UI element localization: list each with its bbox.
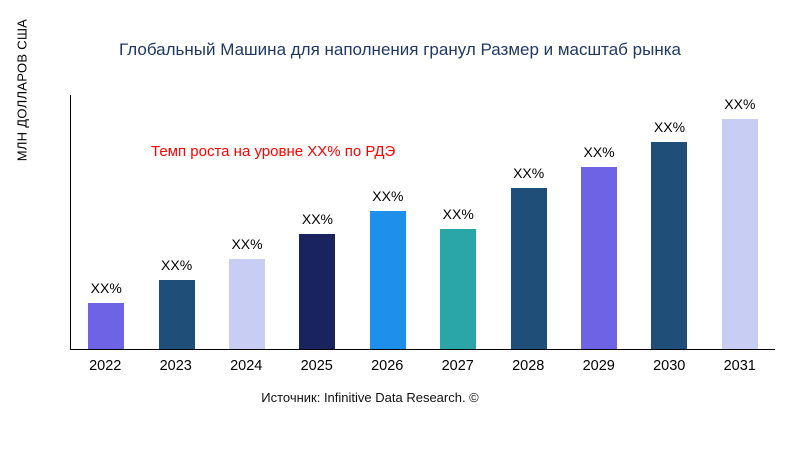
- x-tick-label: 2028: [512, 358, 545, 374]
- bar: [721, 119, 758, 349]
- bar: [581, 167, 618, 349]
- bar-slot-2026: XX%: [353, 188, 423, 349]
- x-tick-label: 2022: [89, 358, 122, 374]
- x-tick-label: 2023: [159, 358, 192, 374]
- bars: XX% XX% XX% XX% XX% XX% XX% XX% XX% XX%: [71, 95, 775, 349]
- bar: [88, 303, 125, 349]
- bar-value-label: XX%: [653, 119, 686, 135]
- bar-slot-2024: XX%: [212, 236, 282, 349]
- bar-value-label: XX%: [583, 144, 615, 161]
- x-axis-tick-labels: 2022 2023 2024 2025 2026 2027 2028 2029 2030 2031: [70, 352, 775, 374]
- plot-area: Темп роста на уровне XX% по РДЭ XX% XX% XX…: [70, 95, 775, 350]
- x-tick-label: 2026: [371, 358, 404, 374]
- bar-value-label: XX%: [513, 165, 545, 181]
- x-tick-label: 2024: [230, 358, 263, 374]
- bar-value-label: XX%: [231, 236, 263, 253]
- bar-value-label: XX%: [90, 280, 122, 296]
- source-attribution: Источник: Infinitive Data Research. ©: [261, 390, 479, 405]
- bar: [299, 234, 336, 349]
- bar-value-label: XX%: [301, 211, 333, 227]
- bar: [440, 229, 477, 349]
- bar-slot-2029: XX%: [564, 144, 634, 349]
- bar-slot-2027: XX%: [423, 206, 493, 349]
- y-axis-label: МЛН ДОЛЛАРОВ США: [14, 18, 30, 162]
- bar-slot-2025: XX%: [282, 211, 352, 349]
- bar-slot-2022: XX%: [71, 280, 141, 349]
- x-tick-label: 2025: [300, 358, 333, 374]
- bar-value-label: XX%: [442, 206, 474, 223]
- chart-title: Глобальный Машина для наполнения гранул …: [119, 40, 681, 59]
- bar: [369, 211, 406, 349]
- x-tick-label: 2030: [653, 358, 686, 374]
- bar: [158, 280, 195, 349]
- bar-value-label: XX%: [724, 96, 756, 112]
- bar-slot-2031: XX%: [705, 96, 775, 349]
- bar-slot-2023: XX%: [141, 257, 211, 349]
- growth-rate-annotation: Темп роста на уровне XX% по РДЭ: [151, 143, 396, 160]
- bar-value-label: XX%: [161, 257, 193, 273]
- bar-slot-2028: XX%: [493, 165, 563, 349]
- bar-value-label: XX%: [372, 188, 404, 204]
- x-tick-label: 2027: [441, 358, 474, 374]
- bar: [229, 259, 266, 349]
- bar-slot-2030: XX%: [634, 119, 704, 349]
- x-tick-label: 2031: [723, 358, 756, 374]
- bar: [651, 142, 688, 349]
- x-tick-label: 2029: [582, 358, 615, 374]
- bar: [510, 188, 547, 349]
